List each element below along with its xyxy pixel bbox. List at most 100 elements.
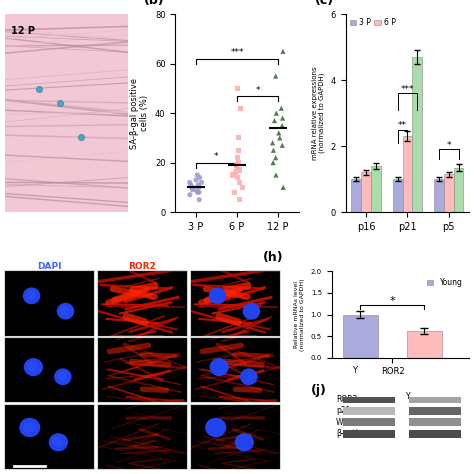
Text: Wnt5a: Wnt5a xyxy=(336,418,361,427)
Point xyxy=(272,154,280,162)
Bar xyxy=(343,315,378,358)
Point xyxy=(234,85,241,92)
Ellipse shape xyxy=(243,303,259,319)
Ellipse shape xyxy=(57,303,73,319)
Point xyxy=(237,104,245,112)
Point xyxy=(236,179,244,186)
Point xyxy=(187,181,194,189)
Y-axis label: SA-β-gal positive
cells (%): SA-β-gal positive cells (%) xyxy=(130,78,149,149)
Point xyxy=(234,173,241,181)
Point xyxy=(195,196,203,203)
Text: **: ** xyxy=(398,121,407,130)
Ellipse shape xyxy=(24,288,40,303)
Y-axis label: 6 P: 6 P xyxy=(0,363,5,378)
Ellipse shape xyxy=(210,288,226,303)
Bar xyxy=(371,166,381,212)
Point xyxy=(235,146,243,154)
Title: ROR2: ROR2 xyxy=(128,262,156,271)
Title: Merge: Merge xyxy=(219,262,251,271)
Point xyxy=(270,146,277,154)
Ellipse shape xyxy=(235,434,253,451)
Ellipse shape xyxy=(53,438,62,446)
Point xyxy=(229,171,237,179)
Bar xyxy=(361,173,371,212)
Text: *: * xyxy=(255,86,260,95)
Point xyxy=(198,179,205,186)
FancyBboxPatch shape xyxy=(343,430,395,438)
Bar xyxy=(402,136,412,212)
Ellipse shape xyxy=(20,419,40,437)
Point xyxy=(232,169,239,176)
Ellipse shape xyxy=(58,372,66,380)
Ellipse shape xyxy=(241,369,257,384)
Point xyxy=(236,196,244,203)
Legend: 3 P, 6 P: 3 P, 6 P xyxy=(349,18,395,27)
Point xyxy=(192,186,200,193)
Point xyxy=(272,72,280,80)
Point xyxy=(269,159,277,166)
Text: *: * xyxy=(447,141,451,150)
Bar xyxy=(434,179,444,212)
Ellipse shape xyxy=(24,422,34,431)
FancyBboxPatch shape xyxy=(343,407,395,415)
FancyBboxPatch shape xyxy=(409,407,461,415)
Title: DAPI: DAPI xyxy=(37,262,62,271)
Point xyxy=(186,191,194,199)
Point xyxy=(278,122,286,129)
Text: ***: *** xyxy=(401,85,414,94)
Ellipse shape xyxy=(206,419,226,437)
Y-axis label: Relative mRNAs level
(normalized to GAPDH): Relative mRNAs level (normalized to GAPD… xyxy=(294,278,305,351)
Point xyxy=(189,186,196,193)
Text: (j): (j) xyxy=(311,384,327,397)
Point xyxy=(235,159,242,166)
Text: *: * xyxy=(214,152,219,161)
FancyBboxPatch shape xyxy=(343,418,395,426)
Point xyxy=(193,171,201,179)
Ellipse shape xyxy=(55,369,71,384)
Point xyxy=(275,129,283,137)
Y-axis label: 3 P: 3 P xyxy=(0,296,5,311)
Ellipse shape xyxy=(24,359,42,375)
Text: 12 P: 12 P xyxy=(11,26,35,36)
Text: ROR2: ROR2 xyxy=(336,395,357,404)
Point xyxy=(194,189,201,196)
Bar xyxy=(352,179,361,212)
Point xyxy=(238,183,246,191)
Point xyxy=(232,164,240,171)
Bar xyxy=(407,331,442,358)
Ellipse shape xyxy=(27,292,35,299)
Ellipse shape xyxy=(61,307,69,314)
Point xyxy=(235,134,242,142)
FancyBboxPatch shape xyxy=(409,395,461,403)
Point xyxy=(233,154,241,162)
Y-axis label: 12 P: 12 P xyxy=(0,427,5,447)
Point xyxy=(278,142,286,149)
Text: Y: Y xyxy=(406,392,411,401)
Text: p21: p21 xyxy=(336,406,350,415)
Text: *: * xyxy=(390,296,395,306)
Point xyxy=(231,189,238,196)
Ellipse shape xyxy=(210,359,228,375)
Ellipse shape xyxy=(49,434,67,451)
Point xyxy=(278,104,285,112)
Point xyxy=(276,134,283,142)
Bar xyxy=(444,174,454,212)
Text: Y: Y xyxy=(352,366,357,375)
Text: (h): (h) xyxy=(263,251,283,264)
Ellipse shape xyxy=(28,362,37,371)
Text: (c): (c) xyxy=(315,0,334,7)
Point xyxy=(195,189,203,196)
Text: ***: *** xyxy=(230,48,244,57)
Point xyxy=(279,114,286,122)
FancyBboxPatch shape xyxy=(343,395,395,403)
Point xyxy=(186,179,193,186)
Point xyxy=(192,176,200,184)
Point xyxy=(195,183,203,191)
Point xyxy=(273,109,280,117)
Y-axis label: mRNA relative expressions
(normalized to GAPDH): mRNA relative expressions (normalized to… xyxy=(311,66,325,160)
Bar xyxy=(412,57,422,212)
Legend: Young: Young xyxy=(423,275,465,291)
Point xyxy=(279,47,287,55)
FancyBboxPatch shape xyxy=(409,430,461,438)
Point xyxy=(272,171,280,179)
